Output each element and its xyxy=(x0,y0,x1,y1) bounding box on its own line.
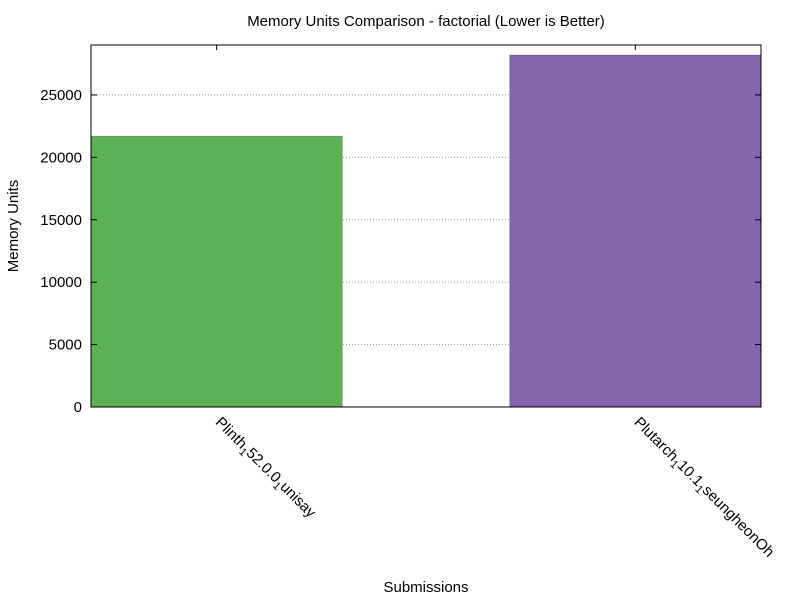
y-tick-label: 15000 xyxy=(40,212,82,229)
bars xyxy=(90,54,762,408)
bar xyxy=(90,135,343,408)
chart-title: Memory Units Comparison - factorial (Low… xyxy=(247,13,605,30)
x-axis-label: Submissions xyxy=(383,579,468,596)
x-tick-label: Plutarch110.11seungheonOh xyxy=(628,414,777,563)
y-tick-label: 10000 xyxy=(40,274,82,291)
y-tick-label: 20000 xyxy=(40,149,82,166)
y-tick-label: 25000 xyxy=(40,87,82,104)
y-axis-label: Memory Units xyxy=(5,180,22,273)
plot-border xyxy=(90,44,762,408)
bar xyxy=(509,54,762,408)
x-tick-label: Plinth152.0.01unisay xyxy=(210,414,320,524)
y-axis-ticks: 0 5000 10000 15000 20000 25000 xyxy=(40,87,761,416)
y-tick-label: 5000 xyxy=(49,337,82,354)
y-tick-label: 0 xyxy=(74,399,82,416)
